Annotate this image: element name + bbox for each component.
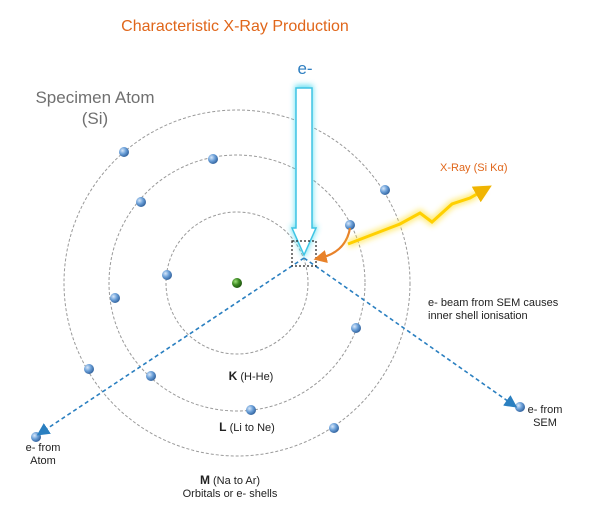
electron-from-atom-line1: e- from [25, 442, 61, 454]
electron [329, 423, 339, 433]
electron [351, 323, 361, 333]
k-shell-label: K (H-He) [161, 370, 341, 384]
k-shell-orbit [165, 211, 309, 355]
k-shell-range: (H-He) [237, 371, 274, 383]
m-shell-range: (Na to Ar) [209, 475, 261, 487]
electron [146, 371, 156, 381]
specimen-atom-line2: (Si) [81, 109, 109, 128]
electron [246, 405, 256, 415]
l-shell-range: (Li to Ne) [226, 422, 275, 434]
ionisation-note-line1: e- beam from SEM causes [428, 297, 559, 309]
electron-from-sem-line1: e- from [527, 404, 563, 416]
electron [84, 364, 94, 374]
m-shell-letter: M [199, 473, 210, 487]
electrons [31, 147, 525, 442]
m-shell-orbit [63, 109, 411, 457]
k-shell-letter: K [228, 369, 238, 383]
incident-electron-label: e- [297, 59, 313, 78]
electron [136, 197, 146, 207]
ionisation-note: e- beam from SEM causes inner shell ioni… [428, 297, 578, 323]
l-shell-label: L (Li to Ne) [157, 421, 337, 435]
xray-label: X-Ray (Si Kα) [440, 162, 508, 174]
ionisation-note-line2: inner shell ionisation [428, 310, 528, 322]
electron [515, 402, 525, 412]
electron-from-atom-label: e- from Atom [8, 442, 78, 468]
l-shell-letter: L [219, 420, 227, 434]
electron [162, 270, 172, 280]
shells-caption: Orbitals or e- shells [182, 488, 278, 500]
electron-from-sem-line2: SEM [533, 417, 557, 429]
ejected-electron-path [36, 257, 305, 436]
electron-transition-arrow [313, 227, 352, 263]
l-shell-orbit [108, 154, 366, 412]
electron [380, 185, 390, 195]
electron-from-sem-label: e- from SEM [510, 404, 580, 430]
electron [119, 147, 129, 157]
diagram-title: Characteristic X-Ray Production [121, 18, 349, 35]
electron-from-atom-line2: Atom [30, 455, 56, 467]
nucleus [232, 278, 242, 288]
electron [110, 293, 120, 303]
specimen-atom-label: Specimen Atom (Si) [30, 87, 160, 129]
electron [345, 220, 355, 230]
incident-beam-arrow [290, 85, 318, 258]
electron [31, 432, 41, 442]
xray-ray [346, 185, 492, 248]
scattered-beam-path [303, 257, 518, 408]
specimen-atom-line1: Specimen Atom [35, 88, 155, 107]
m-shell-label: M (Na to Ar) Orbitals or e- shells [140, 474, 320, 501]
electron [208, 154, 218, 164]
